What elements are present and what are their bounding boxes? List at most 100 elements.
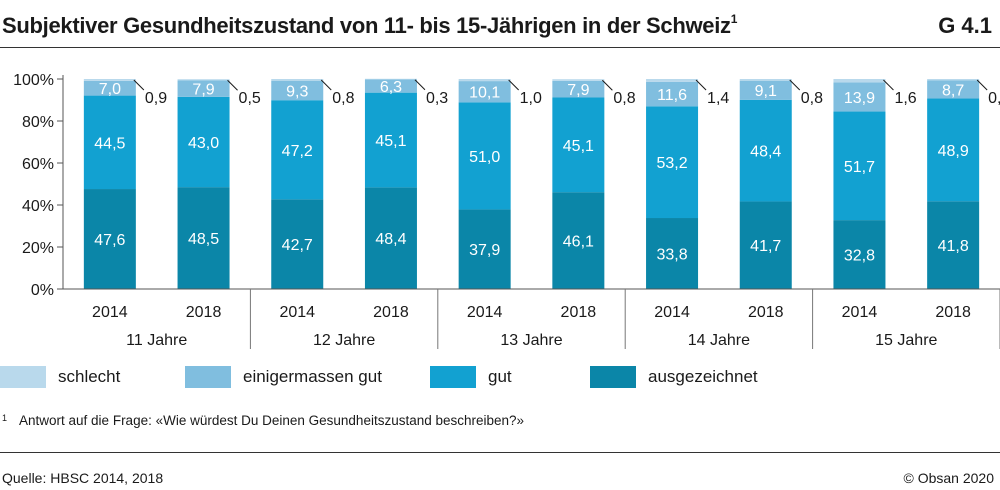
footnote-marker: 1 (2, 413, 8, 423)
data-label-ausgezeichnet: 48,5 (188, 231, 219, 248)
footnote: 1 Antwort auf die Frage: «Wie würdest Du … (2, 413, 524, 428)
x-group-label: 11 Jahre (126, 332, 187, 349)
legend-item-ausgezeichnet: ausgezeichnet (590, 366, 758, 388)
leader-line (508, 79, 520, 91)
data-label-einigermassen-gut: 7,9 (192, 82, 214, 99)
data-label-schlecht: 0,5 (239, 90, 261, 107)
bar-gut (83, 95, 136, 190)
x-group-label: 14 Jahre (688, 332, 750, 349)
bar-ausgezeichnet (739, 201, 792, 289)
x-tick-label: 2018 (186, 304, 222, 321)
bar-schlecht (83, 79, 136, 81)
bar-gut (364, 92, 417, 188)
leader-line (227, 79, 238, 91)
x-tick-label: 2014 (654, 304, 690, 321)
bar-gut (177, 96, 230, 188)
leader-line (133, 79, 145, 91)
data-label-ausgezeichnet: 37,9 (469, 242, 500, 259)
legend-swatch (185, 366, 231, 388)
data-label-gut: 47,2 (282, 143, 313, 160)
data-label-ausgezeichnet: 41,8 (938, 238, 969, 255)
bar-schlecht (833, 79, 886, 83)
bar-schlecht (646, 79, 699, 82)
data-label-schlecht: 0,8 (613, 90, 635, 107)
data-label-schlecht: 0,8 (801, 90, 823, 107)
bar-gut (927, 98, 980, 202)
data-label-einigermassen-gut: 10,1 (469, 85, 500, 102)
bar-schlecht (177, 79, 230, 81)
y-tick-label: 100% (13, 72, 54, 89)
x-tick-label: 2014 (467, 304, 503, 321)
data-label-einigermassen-gut: 7,9 (567, 82, 589, 99)
legend-label: schlecht (58, 367, 121, 386)
data-label-gut: 51,0 (469, 149, 500, 166)
data-label-ausgezeichnet: 47,6 (94, 232, 125, 249)
x-group-label: 15 Jahre (875, 332, 937, 349)
data-label-ausgezeichnet: 46,1 (563, 234, 594, 251)
data-label-schlecht: 0,3 (426, 90, 448, 107)
title-footnote-marker: 1 (730, 11, 738, 26)
chart-title: Subjektiver Gesundheitszustand von 11- b… (2, 11, 738, 39)
leader-line (414, 79, 426, 91)
legend-swatch (0, 366, 46, 388)
data-label-ausgezeichnet: 48,4 (375, 231, 406, 248)
bar-gut (271, 100, 324, 200)
legend-item-gut: gut (430, 366, 512, 388)
x-tick-label: 2014 (279, 304, 315, 321)
data-label-schlecht: 1,0 (520, 90, 542, 107)
y-tick-label: 20% (22, 240, 54, 257)
data-label-schlecht: 0,6 (988, 90, 1000, 107)
data-label-ausgezeichnet: 41,7 (750, 238, 781, 255)
legend: schlecht einigermassen gut gut ausgezeichne… (0, 366, 1000, 392)
bar-gut (458, 102, 511, 210)
x-group-label: 13 Jahre (500, 332, 562, 349)
bar-einigermassen-gut (83, 80, 136, 96)
data-label-einigermassen-gut: 6,3 (380, 79, 402, 96)
data-label-ausgezeichnet: 32,8 (844, 248, 875, 265)
bar-einigermassen-gut (927, 80, 980, 99)
legend-item-schlecht: schlecht (0, 366, 120, 388)
bar-einigermassen-gut (552, 80, 605, 98)
bar-ausgezeichnet (271, 199, 324, 289)
data-label-gut: 45,1 (563, 138, 594, 155)
y-tick-label: 60% (22, 156, 54, 173)
data-label-schlecht: 1,6 (894, 90, 916, 107)
bar-gut (552, 97, 605, 193)
leader-line (976, 79, 988, 91)
legend-item-einigermassen-gut: einigermassen gut (185, 366, 382, 388)
leader-line (883, 79, 894, 91)
bar-gut (833, 111, 886, 221)
data-label-schlecht: 0,8 (332, 90, 354, 107)
bar-ausgezeichnet (177, 187, 230, 289)
bar-schlecht (364, 78, 417, 80)
data-label-einigermassen-gut: 9,1 (755, 83, 777, 100)
x-tick-label: 2018 (935, 304, 971, 321)
data-label-gut: 53,2 (656, 155, 687, 172)
bar-einigermassen-gut (833, 82, 886, 112)
bar-ausgezeichnet (458, 209, 511, 289)
data-label-gut: 51,7 (844, 159, 875, 176)
legend-swatch (430, 366, 476, 388)
footnote-text: Antwort auf die Frage: «Wie würdest Du D… (19, 413, 525, 428)
bar-einigermassen-gut (177, 80, 230, 97)
bar-einigermassen-gut (271, 80, 324, 101)
x-tick-label: 2018 (561, 304, 597, 321)
bar-ausgezeichnet (552, 192, 605, 289)
data-label-schlecht: 0,9 (145, 90, 167, 107)
y-tick-label: 80% (22, 114, 54, 131)
x-tick-label: 2014 (842, 304, 878, 321)
leader-line (320, 79, 332, 91)
data-label-gut: 48,9 (938, 143, 969, 160)
x-tick-label: 2018 (373, 304, 409, 321)
bar-schlecht (927, 79, 980, 81)
chart-title-text: Subjektiver Gesundheitszustand von 11- b… (2, 13, 731, 38)
leader-line (695, 79, 707, 91)
bar-gut (739, 99, 792, 202)
data-label-schlecht: 1,4 (707, 90, 729, 107)
data-label-einigermassen-gut: 13,9 (844, 90, 875, 107)
bar-schlecht (271, 79, 324, 81)
legend-label: einigermassen gut (243, 367, 382, 386)
bar-ausgezeichnet (83, 189, 136, 289)
data-label-ausgezeichnet: 33,8 (656, 247, 687, 264)
top-rule (0, 47, 1000, 48)
